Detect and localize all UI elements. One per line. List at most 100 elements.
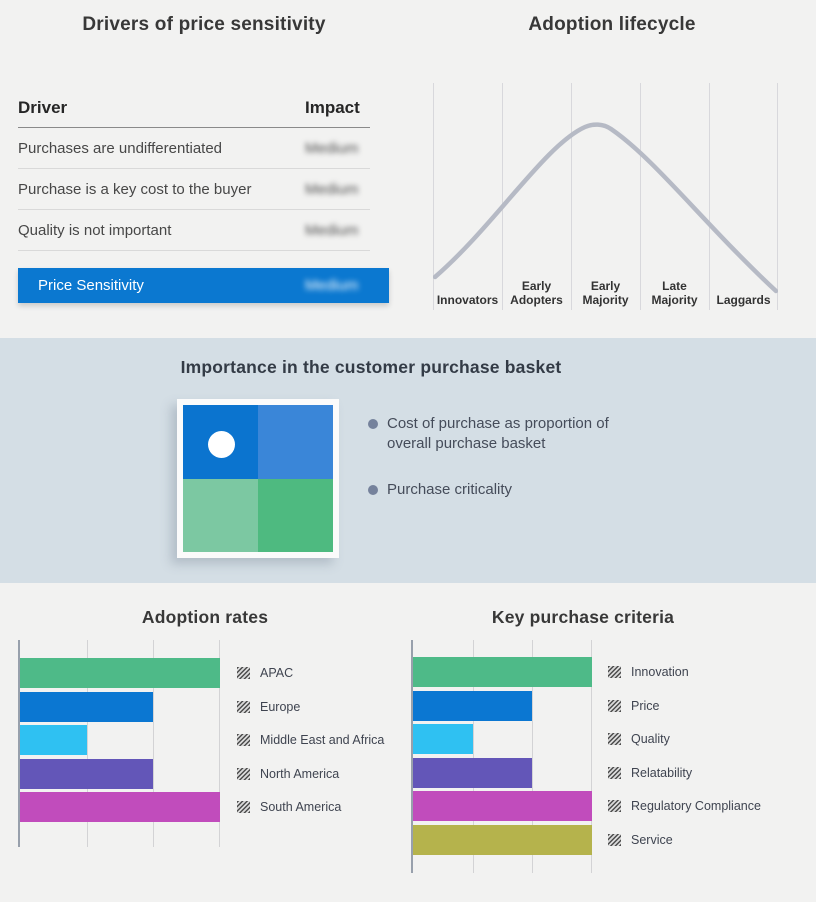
legend-label: Europe xyxy=(260,699,301,714)
bar-north-america xyxy=(20,758,154,789)
bullet-item: Cost of purchase as proportion of overal… xyxy=(368,414,638,454)
legend-label: North America xyxy=(260,766,340,781)
gridline xyxy=(640,83,641,310)
legend-swatch-hatched xyxy=(608,699,621,712)
table-row: Purchases are undifferentiated Medium xyxy=(18,128,370,169)
legend-label: Price xyxy=(631,698,660,713)
impact-cell-blurred: Medium xyxy=(305,221,359,239)
legend-swatch-hatched xyxy=(237,734,250,746)
gridline xyxy=(472,640,474,873)
gridline xyxy=(571,83,572,310)
legend-label: South America xyxy=(260,800,342,814)
bullet-icon xyxy=(368,484,378,495)
bar-innovation xyxy=(413,657,592,687)
gridline xyxy=(532,640,534,873)
legend-label: Middle East and Africa xyxy=(260,733,385,747)
stage-label-early-adopters: Early Adopters xyxy=(510,278,563,307)
bar-south-america xyxy=(20,792,220,822)
gridline xyxy=(433,83,434,310)
position-marker-dot xyxy=(208,431,235,458)
legend-swatch-hatched xyxy=(608,800,621,812)
price-sensitivity-summary-row: Price Sensitivity Medium xyxy=(18,268,389,303)
legend-swatch-hatched xyxy=(608,733,621,745)
bar-quality xyxy=(413,724,473,754)
adoption-rates-title: Adoption rates xyxy=(141,607,269,627)
legend-item-price: Price xyxy=(608,691,761,721)
bullet-text: Purchase criticality xyxy=(387,480,513,498)
adoption-lifecycle-chart: Innovators Early Adopters Early Majority La… xyxy=(433,83,778,310)
bar-service xyxy=(413,824,592,855)
driver-cell: Purchases are undifferentiated xyxy=(18,139,223,157)
adoption-rates-plot xyxy=(18,640,220,847)
price-sensitivity-label: Price Sensitivity xyxy=(38,277,144,294)
bar-price xyxy=(413,690,533,721)
table-header-row: Driver Impact xyxy=(18,88,370,128)
quadrant-chart xyxy=(177,399,339,558)
bar-relatability xyxy=(413,757,533,788)
purchase-basket-section: Importance in the customer purchase bask… xyxy=(0,338,816,583)
impact-cell-blurred: Medium xyxy=(305,139,359,157)
stage-label-laggards: Laggards xyxy=(716,292,771,307)
key-purchase-criteria-chart: Innovation Price Quality Relatability Regula… xyxy=(411,640,761,873)
legend-item-regulatory-compliance: Regulatory Compliance xyxy=(608,791,761,821)
column-header-driver: Driver xyxy=(18,97,68,117)
adoption-lifecycle-title: Adoption lifecycle xyxy=(528,14,696,35)
quadrant-top-left xyxy=(183,405,258,479)
gridline xyxy=(153,640,155,847)
stage-label-late-majority: Late Majority xyxy=(651,278,698,307)
legend-swatch-hatched xyxy=(237,700,250,713)
legend-label: Regulatory Compliance xyxy=(631,799,761,813)
gridline xyxy=(709,83,710,310)
gridline xyxy=(502,83,503,310)
legend-label: Relatability xyxy=(631,765,693,780)
legend-swatch-hatched xyxy=(237,667,250,679)
key-purchase-criteria-title: Key purchase criteria xyxy=(491,607,675,627)
column-header-impact: Impact xyxy=(305,97,360,117)
bell-curve xyxy=(433,122,778,294)
adoption-rates-chart: APAC Europe Middle East and Africa North Am… xyxy=(18,640,384,847)
driver-cell: Quality is not important xyxy=(18,221,172,239)
driver-cell: Purchase is a key cost to the buyer xyxy=(18,180,252,198)
gridline xyxy=(777,83,778,310)
legend-item-relatability: Relatability xyxy=(608,758,761,788)
bullet-item: Purchase criticality xyxy=(368,480,638,500)
stage-label-early-majority: Early Majority xyxy=(582,278,629,307)
legend-item-quality: Quality xyxy=(608,724,761,754)
purchase-basket-title: Importance in the customer purchase bask… xyxy=(180,357,562,377)
gridline xyxy=(86,640,88,847)
legend-label: Innovation xyxy=(631,665,689,679)
quadrant-top-right xyxy=(258,405,333,479)
top-section: Drivers of price sensitivity Driver Impa… xyxy=(0,0,816,338)
quadrant-bottom-left xyxy=(183,478,258,552)
lifecycle-stage-labels: Innovators Early Adopters Early Majority La… xyxy=(433,279,778,307)
bar-middle-east-and-africa xyxy=(20,725,87,755)
legend-item-europe: Europe xyxy=(237,692,384,722)
key-purchase-criteria-plot xyxy=(411,640,592,873)
gridline xyxy=(219,640,220,847)
legend-label: Quality xyxy=(631,732,670,746)
legend-item-service: Service xyxy=(608,825,761,855)
bullet-text: Cost of purchase as proportion of overal… xyxy=(387,415,609,452)
legend-item-middle-east-and-africa: Middle East and Africa xyxy=(237,725,384,755)
legend-label: APAC xyxy=(260,666,294,680)
legend-swatch-hatched xyxy=(608,666,621,678)
bar-europe xyxy=(20,691,154,722)
legend-swatch-hatched xyxy=(608,833,621,846)
stage-label-innovators: Innovators xyxy=(436,292,499,307)
gridline xyxy=(591,640,592,873)
legend-item-north-america: North America xyxy=(237,759,384,789)
summary-impact-blurred: Medium xyxy=(305,277,359,294)
impact-cell-blurred: Medium xyxy=(305,180,359,198)
price-drivers-table: Driver Impact Purchases are undifferenti… xyxy=(18,88,389,303)
bullet-icon xyxy=(368,419,378,429)
quadrant-bottom-right xyxy=(258,478,333,552)
bar-regulatory-compliance xyxy=(413,791,592,821)
legend-swatch-hatched xyxy=(608,766,621,779)
price-drivers-title: Drivers of price sensitivity xyxy=(82,14,326,35)
bottom-section: Adoption rates Key purchase criteria APA… xyxy=(0,583,816,902)
legend-item-innovation: Innovation xyxy=(608,657,761,687)
table-row: Quality is not important Medium xyxy=(18,210,370,251)
legend-item-south-america: South America xyxy=(237,792,384,822)
adoption-rates-legend: APAC Europe Middle East and Africa North Am… xyxy=(237,640,384,847)
